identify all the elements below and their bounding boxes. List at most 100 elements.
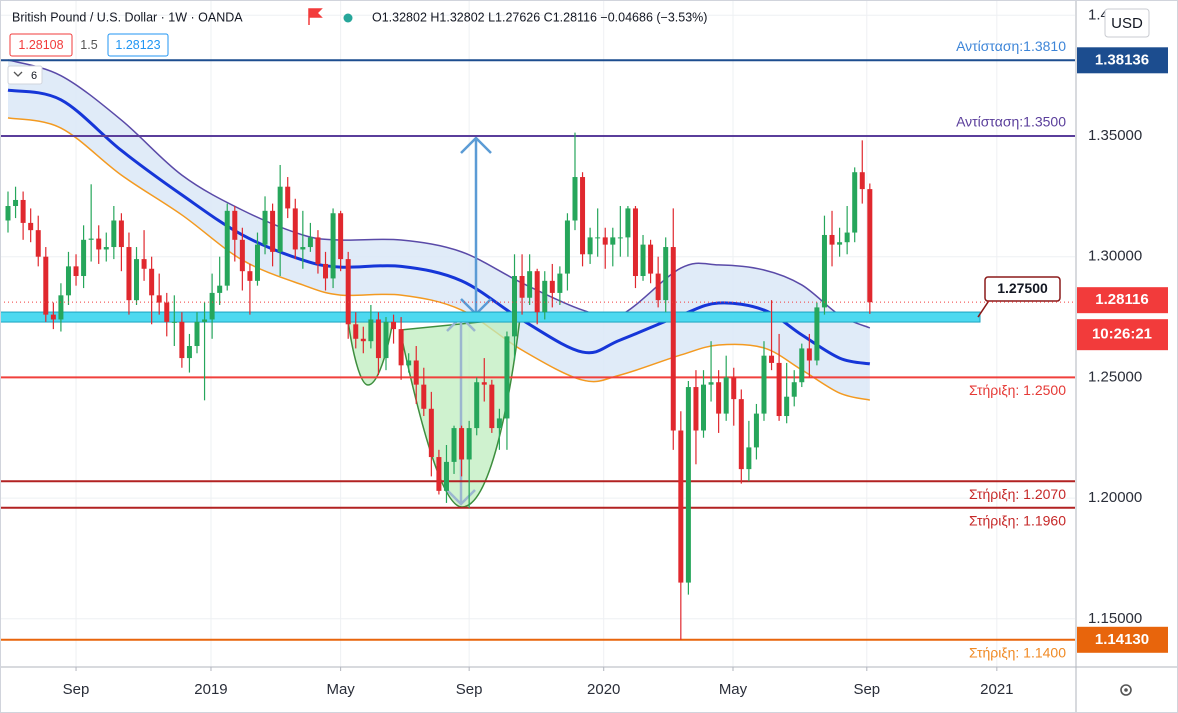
sell-box[interactable]	[9, 33, 73, 57]
countdown-box	[1077, 319, 1168, 351]
candle-body	[701, 384, 707, 431]
candle-body	[481, 382, 487, 385]
candle-body	[451, 428, 457, 462]
candle-body	[73, 266, 79, 277]
candle-body	[315, 237, 321, 264]
gear-icon[interactable]	[1120, 684, 1132, 696]
candle-body	[126, 247, 132, 301]
left-shoulder	[347, 319, 394, 386]
candle-body	[13, 199, 19, 207]
candle-body	[88, 238, 94, 240]
candle-body	[723, 377, 729, 414]
zone	[0, 311, 981, 323]
x-tick-label: 2020	[587, 681, 620, 698]
candle-body	[443, 461, 449, 491]
candle-body	[776, 362, 782, 417]
candle-body	[428, 408, 434, 458]
candle-body	[300, 247, 306, 250]
candle-body	[746, 447, 752, 470]
level-price: 1.38136	[1095, 51, 1149, 68]
candle-body	[103, 247, 109, 250]
candle-body	[799, 348, 805, 383]
candle-body	[738, 399, 744, 470]
y-tick-label: 1.25000	[1088, 368, 1142, 385]
currency-button[interactable]: USD	[1104, 8, 1150, 38]
candle-body	[421, 384, 427, 409]
candle-body	[391, 321, 397, 330]
candle-body	[285, 186, 291, 209]
candle-body	[194, 321, 200, 347]
currency[interactable]: USD	[1111, 15, 1143, 32]
level-label: Στήριξη: 1.1400	[969, 644, 1066, 660]
candle-body	[247, 271, 253, 281]
candle-body	[655, 273, 661, 301]
candle-body	[837, 242, 843, 245]
candle-body	[224, 210, 230, 286]
callout-box	[984, 276, 1061, 302]
candle-body	[572, 177, 578, 221]
candle-body	[564, 220, 570, 274]
flag-icon[interactable]	[308, 8, 323, 25]
candle-body	[81, 239, 87, 277]
candle-body	[602, 237, 608, 245]
levels	[0, 59, 1075, 641]
candle-body	[806, 348, 812, 361]
candle-body	[867, 189, 873, 303]
callout-label: 1.27500	[997, 280, 1048, 296]
candle-body	[678, 430, 684, 583]
candle-body	[670, 247, 676, 431]
candle-body	[164, 302, 170, 322]
level-label: Στήριξη: 1.2070	[969, 486, 1066, 502]
candle-body	[708, 382, 714, 385]
countdown: 10:26:21	[1092, 326, 1152, 343]
candle-body	[693, 387, 699, 431]
candle-body	[254, 244, 260, 281]
candle-body	[43, 256, 49, 315]
candle-body	[209, 292, 215, 320]
candle-body	[20, 199, 26, 223]
candle-body	[149, 268, 155, 296]
candle-body	[761, 355, 767, 414]
indicator-toggle[interactable]	[7, 65, 43, 85]
x-tick-label: Sep	[63, 681, 90, 698]
bid[interactable]: 1.28108	[18, 38, 63, 52]
y-tick-label: 1.20000	[1088, 489, 1142, 506]
ohlc: O1.32802 H1.32802 L1.27626 C1.28116 −0.0…	[372, 10, 707, 24]
candle-body	[459, 428, 465, 460]
candle-body	[814, 307, 820, 361]
candle-body	[323, 263, 329, 279]
x-tick-label: May	[326, 681, 355, 698]
candle-body	[625, 208, 631, 238]
candle-body	[474, 382, 480, 429]
ask[interactable]: 1.28123	[115, 38, 160, 52]
candle-body	[232, 210, 238, 240]
settings-button[interactable]	[1120, 684, 1132, 696]
candle-body	[685, 387, 691, 583]
candle-body	[111, 220, 117, 248]
candle-body	[239, 239, 245, 272]
candle-body	[617, 237, 623, 239]
candle-body	[504, 336, 510, 419]
candle-body	[821, 234, 827, 308]
level-price-box	[1077, 47, 1168, 74]
level-label: Αντίσταση:1.3500	[956, 114, 1066, 130]
currency-box[interactable]	[1104, 8, 1150, 38]
candle-body	[496, 418, 502, 429]
candle-body	[610, 237, 616, 245]
candle-body	[330, 213, 336, 279]
level-price: 1.14130	[1095, 631, 1149, 648]
candle-body	[852, 172, 858, 233]
candle-body	[753, 413, 759, 448]
candle-body	[527, 271, 533, 298]
spread: 1.5	[80, 38, 97, 52]
buy-box[interactable]	[107, 33, 169, 57]
candle-body	[186, 346, 192, 359]
candle-body	[96, 238, 102, 250]
candle-body	[632, 208, 638, 277]
candle-body	[648, 244, 654, 274]
candle-body	[769, 355, 775, 363]
candle-body	[595, 237, 601, 239]
x-tick-label: May	[719, 681, 748, 698]
price-axis-bg	[1076, 0, 1178, 713]
